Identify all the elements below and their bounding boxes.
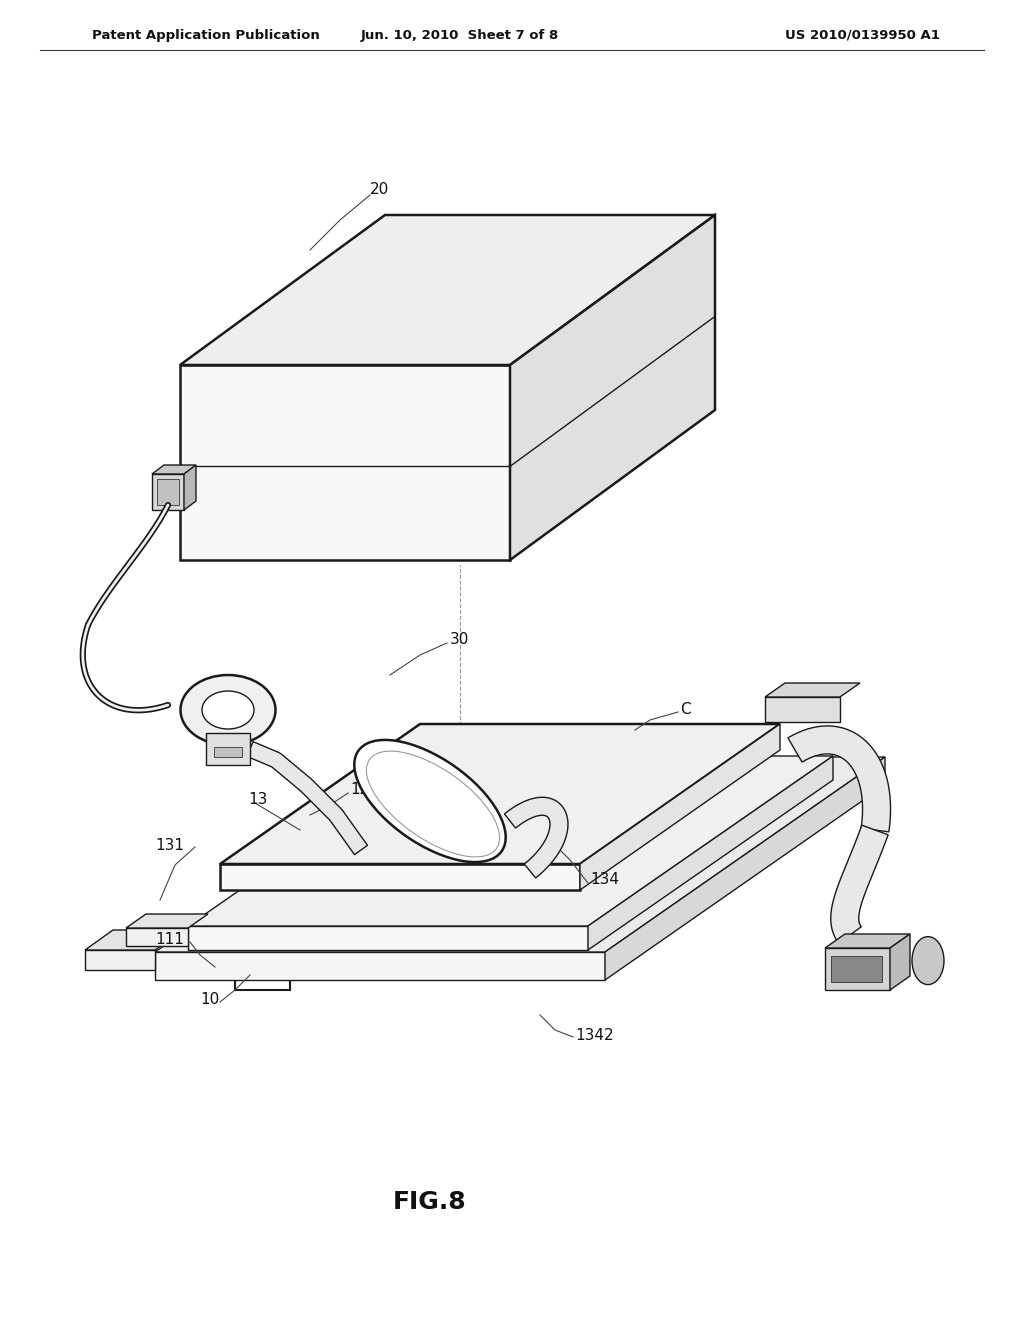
Ellipse shape bbox=[180, 675, 275, 744]
Polygon shape bbox=[126, 913, 208, 928]
Polygon shape bbox=[588, 756, 833, 950]
Polygon shape bbox=[825, 948, 890, 990]
Polygon shape bbox=[180, 366, 510, 560]
Polygon shape bbox=[890, 935, 910, 990]
Polygon shape bbox=[831, 956, 882, 982]
Polygon shape bbox=[220, 865, 580, 890]
Text: 12: 12 bbox=[350, 783, 370, 797]
Text: C: C bbox=[680, 702, 690, 718]
Polygon shape bbox=[157, 479, 179, 506]
Polygon shape bbox=[126, 928, 188, 946]
Text: 1342: 1342 bbox=[575, 1027, 613, 1043]
Ellipse shape bbox=[912, 937, 944, 985]
Text: 131: 131 bbox=[155, 837, 184, 853]
Ellipse shape bbox=[202, 690, 254, 729]
Polygon shape bbox=[184, 465, 196, 510]
Polygon shape bbox=[214, 747, 242, 756]
Ellipse shape bbox=[354, 741, 506, 862]
Polygon shape bbox=[152, 474, 184, 510]
Polygon shape bbox=[85, 950, 155, 970]
Text: Patent Application Publication: Patent Application Publication bbox=[92, 29, 319, 41]
Polygon shape bbox=[152, 465, 196, 474]
Polygon shape bbox=[206, 733, 250, 766]
Polygon shape bbox=[830, 825, 888, 944]
Text: Jun. 10, 2010  Sheet 7 of 8: Jun. 10, 2010 Sheet 7 of 8 bbox=[360, 29, 559, 41]
Polygon shape bbox=[765, 682, 860, 697]
Text: 111: 111 bbox=[155, 932, 184, 948]
Polygon shape bbox=[765, 697, 840, 722]
Polygon shape bbox=[787, 726, 891, 832]
Polygon shape bbox=[505, 797, 568, 878]
Text: FIG.8: FIG.8 bbox=[393, 1191, 467, 1214]
Polygon shape bbox=[510, 215, 715, 560]
Polygon shape bbox=[188, 927, 588, 950]
Text: US 2010/0139950 A1: US 2010/0139950 A1 bbox=[785, 29, 940, 41]
Polygon shape bbox=[605, 756, 885, 979]
Polygon shape bbox=[220, 723, 780, 865]
Text: 10: 10 bbox=[200, 993, 219, 1007]
Text: 134: 134 bbox=[590, 873, 618, 887]
Text: 13: 13 bbox=[248, 792, 267, 808]
Polygon shape bbox=[580, 723, 780, 890]
Polygon shape bbox=[85, 931, 183, 950]
Polygon shape bbox=[825, 935, 910, 948]
Polygon shape bbox=[155, 952, 605, 979]
Text: 30: 30 bbox=[450, 632, 469, 648]
Polygon shape bbox=[188, 756, 833, 927]
Polygon shape bbox=[180, 215, 715, 366]
Polygon shape bbox=[247, 742, 368, 854]
Polygon shape bbox=[155, 756, 885, 952]
Text: 20: 20 bbox=[370, 182, 389, 198]
